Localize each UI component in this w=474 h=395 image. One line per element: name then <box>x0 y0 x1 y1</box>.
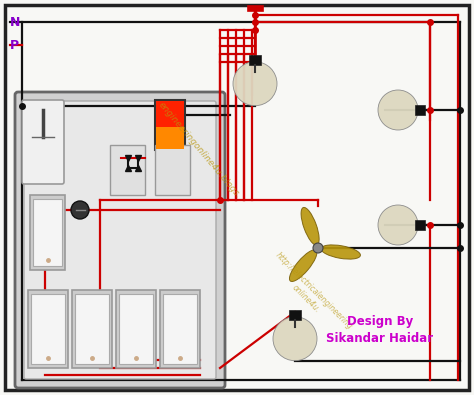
Bar <box>116 290 156 368</box>
Ellipse shape <box>321 245 360 259</box>
Bar <box>163 294 197 364</box>
Text: engineeringonline4u.blogs.: engineeringonline4u.blogs. <box>157 100 243 200</box>
Bar <box>415 220 425 230</box>
Bar <box>156 101 184 128</box>
Bar <box>33 199 62 266</box>
Ellipse shape <box>301 207 319 245</box>
Bar <box>31 294 65 364</box>
Bar <box>110 145 145 195</box>
Circle shape <box>273 317 317 361</box>
Circle shape <box>378 205 418 245</box>
Bar <box>249 55 261 65</box>
Bar <box>155 145 190 195</box>
Bar <box>156 128 184 149</box>
Circle shape <box>71 201 89 219</box>
Bar <box>160 290 200 368</box>
Bar <box>119 294 153 364</box>
Bar <box>72 290 112 368</box>
FancyBboxPatch shape <box>24 101 216 379</box>
FancyBboxPatch shape <box>15 92 225 388</box>
Circle shape <box>313 243 323 253</box>
Bar <box>155 100 185 150</box>
Text: Design By
Sikandar Haidar: Design By Sikandar Haidar <box>327 314 434 346</box>
Bar <box>289 310 301 320</box>
Bar <box>28 290 68 368</box>
Text: http://electricalengineering
online4u.: http://electricalengineering online4u. <box>266 251 354 339</box>
Circle shape <box>378 90 418 130</box>
Text: P: P <box>10 38 19 51</box>
Bar <box>415 105 425 115</box>
Bar <box>75 294 109 364</box>
Bar <box>30 195 65 270</box>
Text: N: N <box>10 15 20 28</box>
Circle shape <box>233 62 277 106</box>
Ellipse shape <box>290 250 317 282</box>
FancyBboxPatch shape <box>22 100 64 184</box>
